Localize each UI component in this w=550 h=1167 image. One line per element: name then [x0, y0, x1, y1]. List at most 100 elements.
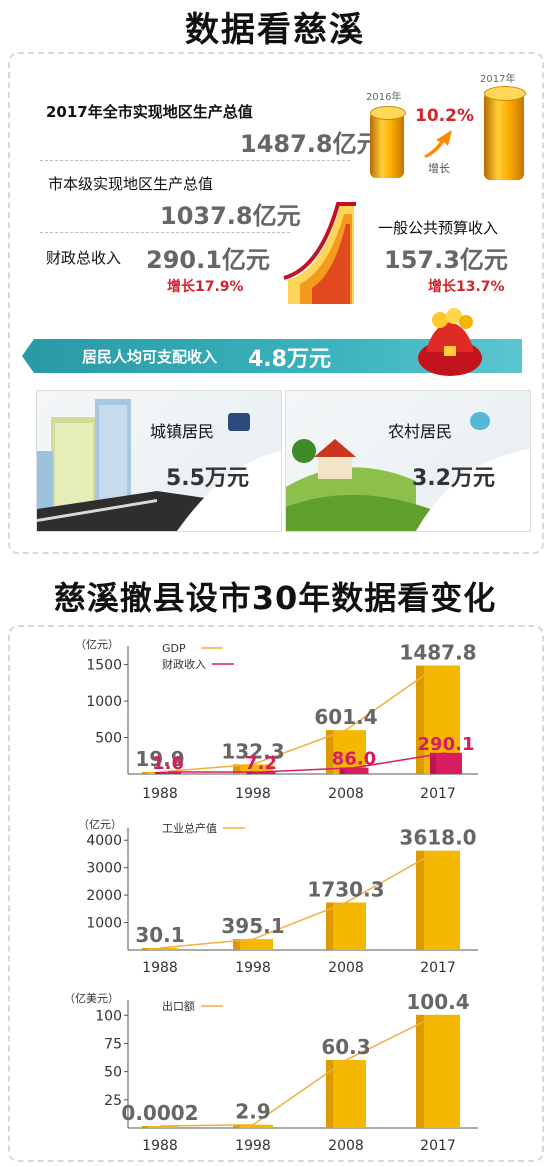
coin-stack-2017 — [484, 92, 524, 180]
fiscal-growth: 增长17.9% — [167, 279, 244, 295]
money-bag-icon — [418, 308, 482, 376]
city-gdp-value: 1037.8亿元 — [160, 202, 301, 230]
bar — [142, 948, 178, 950]
bar-shade — [142, 1126, 149, 1128]
budget-growth: 增长13.7% — [428, 279, 505, 295]
x-tick-label: 2017 — [420, 960, 456, 976]
export-chart: （亿美元） 25 50 75 100 1988 1998 2008 2017 出口额 0.0002 2… — [64, 990, 478, 1154]
data-label: 132.3 — [221, 739, 284, 763]
bar — [155, 772, 181, 774]
y-tick-label: 100 — [95, 1008, 122, 1024]
y-tick-label: 25 — [104, 1093, 122, 1109]
bar — [233, 1124, 273, 1128]
x-tick-label: 2017 — [420, 1138, 456, 1154]
x-tick-label: 1998 — [235, 960, 271, 976]
series-line — [168, 752, 447, 773]
y-tick-label: 1000 — [86, 694, 122, 710]
data-label: 86.0 — [332, 749, 376, 770]
series-line — [159, 850, 439, 949]
legend-label: 工业总产值 — [162, 821, 217, 835]
data-label: 7.2 — [245, 753, 277, 774]
y-tick-label: 3000 — [86, 861, 122, 877]
fiscal-label: 财政总收入 — [46, 249, 122, 267]
growth-percent: 10.2% — [415, 106, 474, 126]
section-title: 慈溪撤县设市30年数据看变化 — [53, 579, 497, 617]
gdp-value: 1487.8亿元 — [240, 130, 381, 158]
gdp-fiscal-chart: （亿元） 500 1000 1500 1988 1998 2008 2017 GDP 财政收入 19… — [75, 638, 478, 802]
bar-shade — [430, 752, 436, 774]
growth-chart-icon — [283, 202, 356, 304]
x-tick-label: 2008 — [328, 960, 364, 976]
bar-shade — [339, 767, 345, 774]
data-label: 1.6 — [152, 753, 184, 774]
piggy-bank-icon — [470, 412, 490, 430]
budget-label: 一般公共预算收入 — [378, 219, 499, 237]
budget-value: 157.3亿元 — [384, 246, 508, 274]
legend-label: 出口额 — [162, 999, 195, 1013]
coin-top-icon — [484, 86, 526, 101]
bar — [142, 1126, 178, 1128]
y-tick-label: 4000 — [86, 833, 122, 849]
data-label: 3618.0 — [399, 826, 476, 850]
gdp-label: 2017年全市实现地区生产总值 — [46, 103, 253, 121]
x-tick-label: 2008 — [328, 786, 364, 802]
data-label: 0.0002 — [121, 1101, 198, 1125]
bar-shade — [246, 772, 252, 774]
urban-label: 城镇居民 — [150, 422, 215, 441]
legend-label: GDP — [162, 642, 186, 655]
income-value: 4.8万元 — [248, 347, 331, 372]
rural-label: 农村居民 — [388, 422, 453, 441]
x-tick-label: 1998 — [235, 786, 271, 802]
bar-shade — [155, 772, 160, 774]
bar-shade — [142, 772, 149, 774]
data-label: 2.9 — [235, 1100, 270, 1124]
data-label: 1487.8 — [399, 640, 476, 664]
coin-stack-2016 — [370, 112, 404, 178]
coin-top-icon — [370, 106, 406, 120]
bar-shade — [416, 850, 424, 950]
x-tick-label: 1988 — [142, 960, 178, 976]
data-label: 30.1 — [135, 923, 184, 947]
coin-2016-label: 2016年 — [366, 92, 402, 103]
city-buildings-icon — [37, 399, 281, 531]
data-label: 60.3 — [321, 1035, 370, 1059]
banner-tip — [22, 339, 34, 373]
main-title: 数据看慈溪 — [185, 10, 365, 50]
bar-shade — [326, 730, 334, 774]
y-tick-label: 75 — [104, 1036, 122, 1052]
data-label: 601.4 — [314, 705, 377, 729]
y-tick-label: 2000 — [86, 888, 122, 904]
bar-shade — [142, 948, 149, 950]
data-label: 19.9 — [135, 747, 184, 771]
bar — [246, 772, 276, 774]
urban-value: 5.5万元 — [166, 466, 249, 491]
y-tick-label: 1500 — [86, 658, 122, 674]
data-label: 290.1 — [418, 734, 475, 755]
bar — [233, 939, 273, 950]
x-tick-label: 2008 — [328, 1138, 364, 1154]
city-gdp-label: 市本级实现地区生产总值 — [48, 175, 214, 193]
growth-arrow-icon — [424, 130, 452, 158]
fiscal-value: 290.1亿元 — [146, 246, 270, 274]
legend-label: 财政收入 — [162, 657, 206, 671]
data-label: 100.4 — [406, 990, 469, 1014]
x-tick-label: 2017 — [420, 786, 456, 802]
growth-word: 增长 — [428, 162, 450, 175]
rural-house-icon — [286, 439, 530, 531]
bar-shade — [233, 939, 241, 950]
x-tick-label: 1988 — [142, 786, 178, 802]
divider — [40, 232, 290, 233]
series-line — [159, 664, 439, 773]
industrial-output-chart: （亿元） 1000 2000 3000 4000 1988 1998 2008 2017 工业总产… — [78, 818, 478, 976]
y-tick-label: 500 — [95, 731, 122, 747]
wallet-icon — [228, 413, 250, 431]
bar — [233, 764, 273, 774]
x-tick-label: 1988 — [142, 1138, 178, 1154]
bar-shade — [233, 764, 241, 774]
bar-shade — [233, 1124, 241, 1128]
bar — [339, 767, 369, 774]
divider — [40, 160, 350, 161]
rural-card — [285, 390, 531, 532]
data-label: 395.1 — [221, 914, 284, 938]
bar-shade — [416, 1014, 424, 1128]
